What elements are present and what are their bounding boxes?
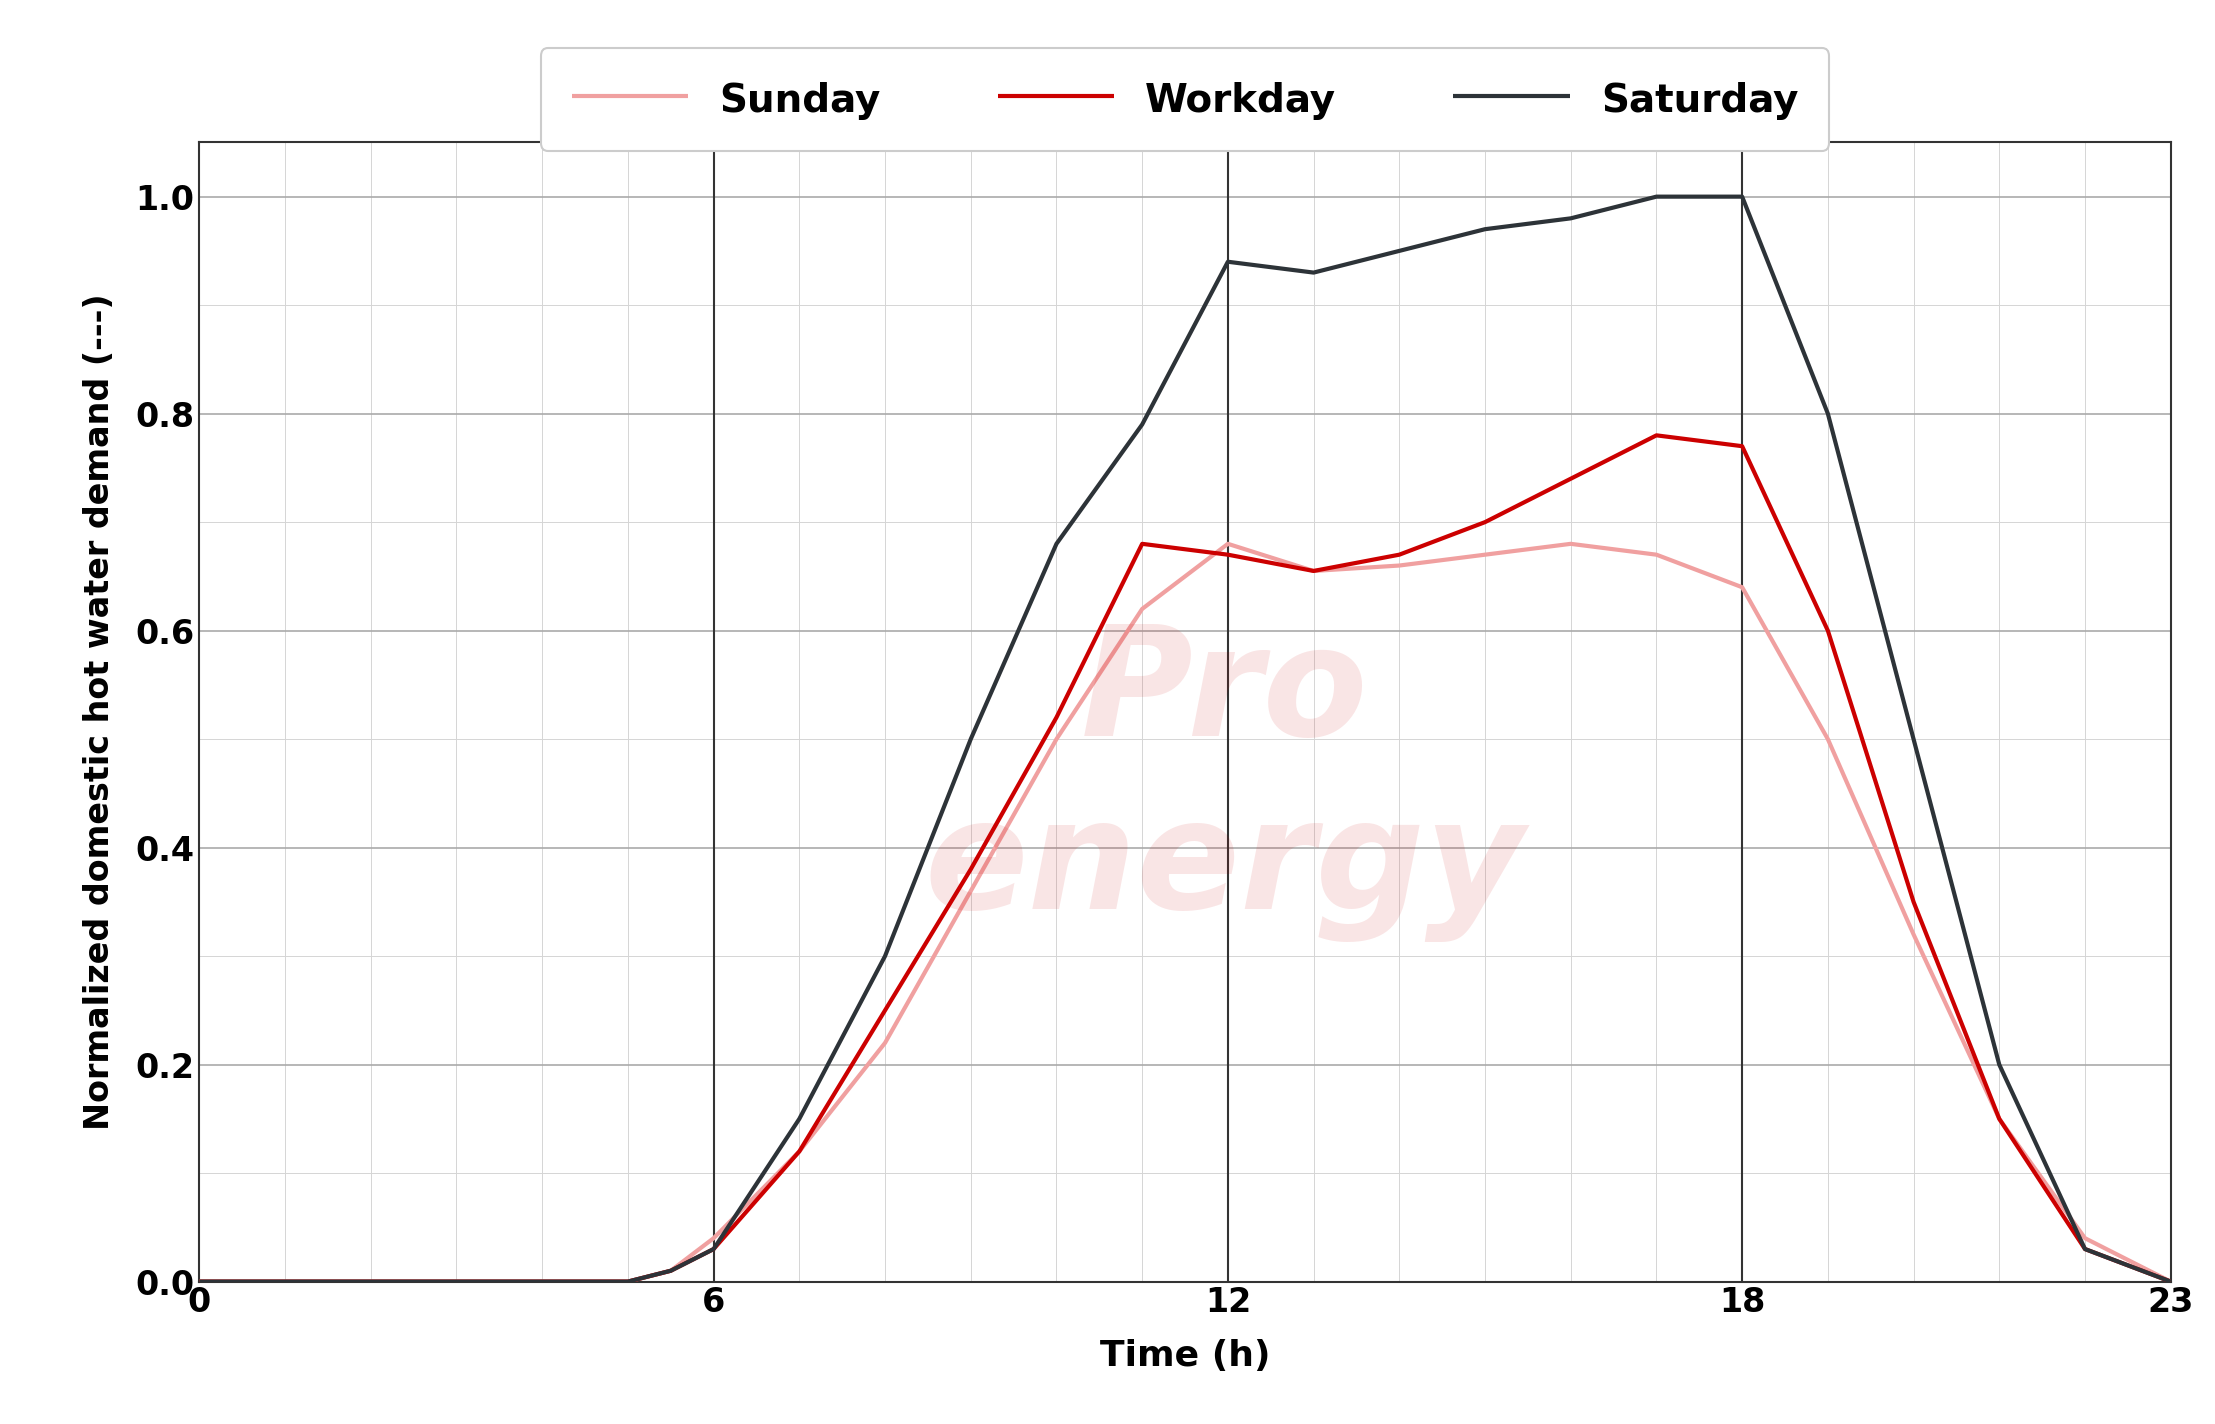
Workday (1214, 547, 1240, 564)
Sunday (1471, 547, 1497, 564)
Workday (1730, 437, 1756, 454)
Saturday (700, 1240, 727, 1257)
Saturday (1387, 242, 1413, 259)
Saturday (186, 1273, 213, 1290)
Sunday (957, 883, 983, 900)
Workday (873, 1002, 899, 1020)
Sunday (2071, 1230, 2098, 1247)
Saturday (2071, 1240, 2098, 1257)
Workday (658, 1262, 684, 1279)
Saturday (1300, 263, 1327, 281)
Workday (1814, 622, 1841, 639)
Workday (1130, 535, 1156, 553)
Sunday (1730, 578, 1756, 595)
Sunday (1043, 731, 1070, 748)
Sunday (1900, 926, 1927, 943)
Saturday (1730, 188, 1756, 205)
Sunday (873, 1034, 899, 1051)
Line: Sunday: Sunday (199, 544, 2171, 1282)
Saturday (614, 1273, 640, 1290)
Saturday (1900, 731, 1927, 748)
Saturday (1214, 253, 1240, 271)
Sunday (2157, 1273, 2184, 1290)
Sunday (700, 1230, 727, 1247)
Workday (1557, 470, 1584, 487)
Workday (1300, 562, 1327, 580)
Workday (1987, 1111, 2013, 1128)
Workday (1387, 547, 1413, 564)
Sunday (1130, 601, 1156, 618)
Y-axis label: Normalized domestic hot water demand (---): Normalized domestic hot water demand (--… (82, 293, 115, 1131)
Sunday (1557, 535, 1584, 553)
Line: Saturday: Saturday (199, 197, 2171, 1282)
Saturday (1987, 1057, 2013, 1074)
Saturday (957, 731, 983, 748)
Workday (1644, 427, 1670, 444)
Sunday (786, 1143, 813, 1161)
Saturday (786, 1111, 813, 1128)
Saturday (1644, 188, 1670, 205)
Sunday (614, 1273, 640, 1290)
Sunday (1387, 557, 1413, 574)
Workday (700, 1240, 727, 1257)
Sunday (1644, 547, 1670, 564)
Saturday (1043, 535, 1070, 553)
Workday (1900, 893, 1927, 910)
Sunday (658, 1262, 684, 1279)
Sunday (1300, 562, 1327, 580)
Workday (1471, 514, 1497, 531)
Line: Workday: Workday (199, 436, 2171, 1282)
Saturday (1814, 404, 1841, 422)
Sunday (1214, 535, 1240, 553)
Saturday (1471, 221, 1497, 238)
Saturday (1130, 416, 1156, 433)
Workday (786, 1143, 813, 1161)
Sunday (1814, 731, 1841, 748)
Text: Pro
energy: Pro energy (924, 619, 1524, 941)
Workday (1043, 709, 1070, 726)
Saturday (873, 947, 899, 964)
Sunday (186, 1273, 213, 1290)
Workday (186, 1273, 213, 1290)
Workday (614, 1273, 640, 1290)
Legend: Sunday, Workday, Saturday: Sunday, Workday, Saturday (540, 48, 1830, 151)
Workday (2157, 1273, 2184, 1290)
X-axis label: Time (h): Time (h) (1101, 1339, 1269, 1373)
Workday (957, 860, 983, 877)
Saturday (658, 1262, 684, 1279)
Workday (2071, 1240, 2098, 1257)
Sunday (1987, 1111, 2013, 1128)
Saturday (1557, 209, 1584, 226)
Saturday (2157, 1273, 2184, 1290)
